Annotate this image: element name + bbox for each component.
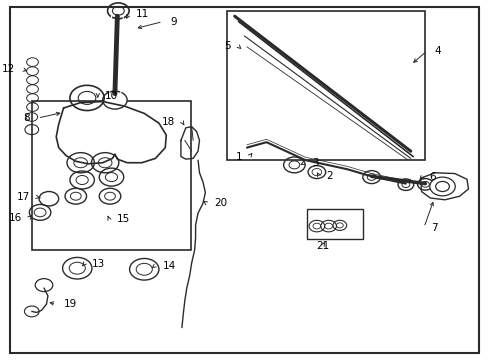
Text: 9: 9 [170, 17, 177, 27]
Text: 20: 20 [214, 198, 227, 208]
Text: 10: 10 [105, 91, 118, 102]
Text: 12: 12 [1, 64, 15, 74]
Text: 19: 19 [63, 299, 77, 309]
Text: 13: 13 [92, 258, 105, 269]
Text: 7: 7 [430, 222, 437, 233]
Circle shape [397, 179, 413, 190]
Text: 1: 1 [235, 152, 242, 162]
Circle shape [435, 181, 448, 192]
Text: 18: 18 [162, 117, 175, 127]
Circle shape [429, 177, 454, 196]
Text: 17: 17 [17, 192, 30, 202]
Bar [32, 101, 190, 250]
Text: 8: 8 [23, 113, 30, 123]
Text: 14: 14 [162, 261, 175, 271]
Bar [227, 11, 425, 160]
Text: 4: 4 [433, 46, 440, 56]
Circle shape [102, 91, 127, 109]
Text: 2: 2 [326, 171, 333, 181]
Circle shape [417, 179, 432, 190]
Text: 3: 3 [311, 158, 318, 168]
Text: 21: 21 [315, 240, 329, 251]
Text: 11: 11 [136, 9, 149, 19]
Bar [306, 209, 363, 239]
Text: 5: 5 [224, 41, 230, 51]
Text: 6: 6 [428, 172, 435, 182]
Circle shape [362, 171, 380, 184]
Text: 16: 16 [9, 213, 22, 223]
Text: 15: 15 [116, 214, 129, 224]
